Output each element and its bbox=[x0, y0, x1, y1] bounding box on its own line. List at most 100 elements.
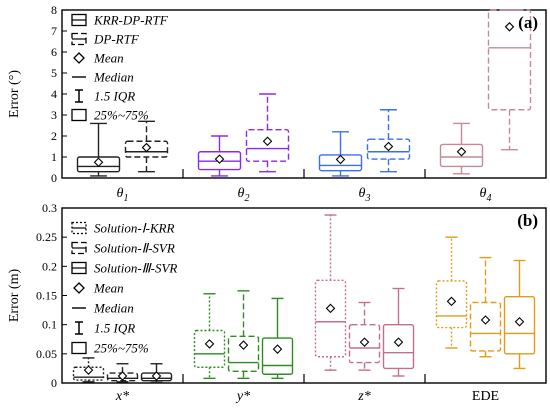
legend-label: DP-RTF bbox=[93, 32, 140, 47]
legend-label: Mean bbox=[93, 51, 124, 66]
mean-marker bbox=[446, 296, 457, 307]
legend-item: 25%~75% bbox=[71, 341, 149, 356]
iqr-box bbox=[245, 128, 290, 162]
y-tick-label: 5 bbox=[51, 66, 57, 80]
box-plot bbox=[318, 131, 363, 177]
box-plot bbox=[503, 259, 536, 370]
legend-item: Mean bbox=[73, 281, 124, 296]
y-tick-label: 7 bbox=[51, 24, 57, 38]
box-plot bbox=[227, 290, 260, 380]
mean-marker bbox=[214, 154, 225, 164]
box-plot bbox=[382, 287, 415, 377]
legend-label: Solution-Ⅲ-SVR bbox=[94, 261, 177, 276]
y-tick-label: 0.3 bbox=[42, 201, 57, 215]
iqr-box bbox=[435, 280, 468, 329]
x-category-label: θ3 bbox=[359, 186, 371, 204]
y-tick-label: 0.1 bbox=[42, 318, 57, 332]
legend-symbol-diamond bbox=[73, 282, 85, 294]
y-tick-label: 0.05 bbox=[36, 347, 57, 361]
box-plot bbox=[197, 135, 242, 177]
box-plot bbox=[439, 122, 484, 175]
mean-marker bbox=[456, 146, 467, 157]
mean-marker bbox=[335, 154, 346, 165]
legend-symbol-box bbox=[71, 341, 87, 355]
mean-marker bbox=[393, 337, 404, 347]
y-axis-title: Error (m) bbox=[7, 269, 22, 323]
box-plot bbox=[435, 236, 468, 349]
legend-label: Median bbox=[93, 301, 134, 316]
y-tick-label: 0 bbox=[51, 171, 57, 185]
mean-marker bbox=[325, 303, 336, 314]
legend-label: KRR-DP-RTF bbox=[93, 13, 169, 28]
iqr-box bbox=[439, 143, 484, 168]
x-category-label: y* bbox=[235, 389, 250, 404]
mean-marker bbox=[262, 136, 273, 147]
legend-symbol-diamond bbox=[73, 52, 85, 64]
panel-label: (b) bbox=[517, 211, 538, 230]
y-tick-label: 4 bbox=[51, 87, 57, 101]
legend-item: Mean bbox=[73, 51, 124, 66]
legend-label: Mean bbox=[93, 281, 124, 296]
legend-label: 1.5 IQR bbox=[94, 89, 135, 104]
y-tick-label: 3 bbox=[51, 108, 57, 122]
x-category-label: EDE bbox=[472, 389, 499, 404]
panel-a: 0 1 2 3 4 5 6 7 8 Error (°) θ1 θ2 θ3 θ4 (a) KRR-DP-RTF D… bbox=[7, 3, 547, 204]
iqr-box bbox=[314, 279, 347, 358]
legend-item: 25%~75% bbox=[71, 108, 149, 123]
panel-b: 0 0.05 0.1 0.15 0.2 0.25 0.3 Error (m) x* y* z* EDE… bbox=[7, 201, 547, 404]
x-category-label: z* bbox=[357, 389, 370, 404]
box-plot bbox=[261, 297, 294, 380]
legend-item: KRR-DP-RTF bbox=[71, 13, 169, 28]
box-plot bbox=[140, 363, 173, 384]
box-plot bbox=[106, 363, 139, 383]
legend-item: DP-RTF bbox=[71, 32, 140, 47]
x-category-label: θ2 bbox=[238, 186, 250, 204]
box-plot bbox=[76, 122, 121, 177]
legend-item: Median bbox=[72, 301, 134, 316]
y-tick-label: 1 bbox=[51, 150, 57, 164]
y-tick-label: 6 bbox=[51, 45, 57, 59]
box-plot bbox=[245, 93, 290, 173]
iqr-box bbox=[503, 295, 536, 355]
legend-item: Solution-Ⅰ-KRR bbox=[71, 221, 174, 236]
mean-marker bbox=[204, 339, 215, 349]
legend-label: Solution-Ⅱ-SVR bbox=[94, 241, 175, 256]
box-plot bbox=[487, 9, 532, 151]
box-plot bbox=[314, 214, 347, 371]
iqr-box bbox=[366, 138, 411, 160]
mean-marker bbox=[359, 337, 370, 347]
mean-marker bbox=[504, 22, 515, 32]
mean-marker bbox=[83, 365, 94, 375]
panel-label: (a) bbox=[518, 13, 538, 32]
legend-symbol-box bbox=[71, 108, 87, 122]
legend-item: Solution-Ⅲ-SVR bbox=[71, 261, 177, 276]
y-tick-label: 0.2 bbox=[42, 259, 57, 273]
y-axis-title: Error (°) bbox=[7, 70, 22, 118]
box-plot bbox=[366, 109, 411, 173]
iqr-box bbox=[227, 335, 260, 373]
box-plot bbox=[193, 293, 226, 380]
y-tick-label: 0.15 bbox=[36, 289, 57, 303]
iqr-box bbox=[261, 337, 294, 375]
legend-label: 25%~75% bbox=[94, 108, 149, 123]
legend-item: Median bbox=[72, 70, 134, 85]
mean-marker bbox=[514, 316, 525, 327]
mean-marker bbox=[238, 340, 249, 350]
iqr-box bbox=[193, 329, 226, 368]
legend-label: 25%~75% bbox=[94, 341, 149, 356]
x-category-label: θ4 bbox=[480, 186, 492, 204]
iqr-box bbox=[348, 323, 381, 364]
mean-marker bbox=[117, 371, 128, 381]
mean-marker bbox=[93, 157, 104, 168]
box-plot bbox=[72, 357, 105, 383]
legend-label: 1.5 IQR bbox=[94, 321, 135, 336]
mean-marker bbox=[272, 344, 283, 354]
y-tick-label: 0 bbox=[51, 376, 57, 390]
legend-item: 1.5 IQR bbox=[75, 321, 135, 336]
iqr-box bbox=[382, 323, 415, 370]
mean-marker bbox=[141, 142, 152, 153]
legend-label: Median bbox=[93, 70, 134, 85]
x-category-label: x* bbox=[115, 389, 129, 404]
legend-item: Solution-Ⅱ-SVR bbox=[71, 241, 175, 256]
